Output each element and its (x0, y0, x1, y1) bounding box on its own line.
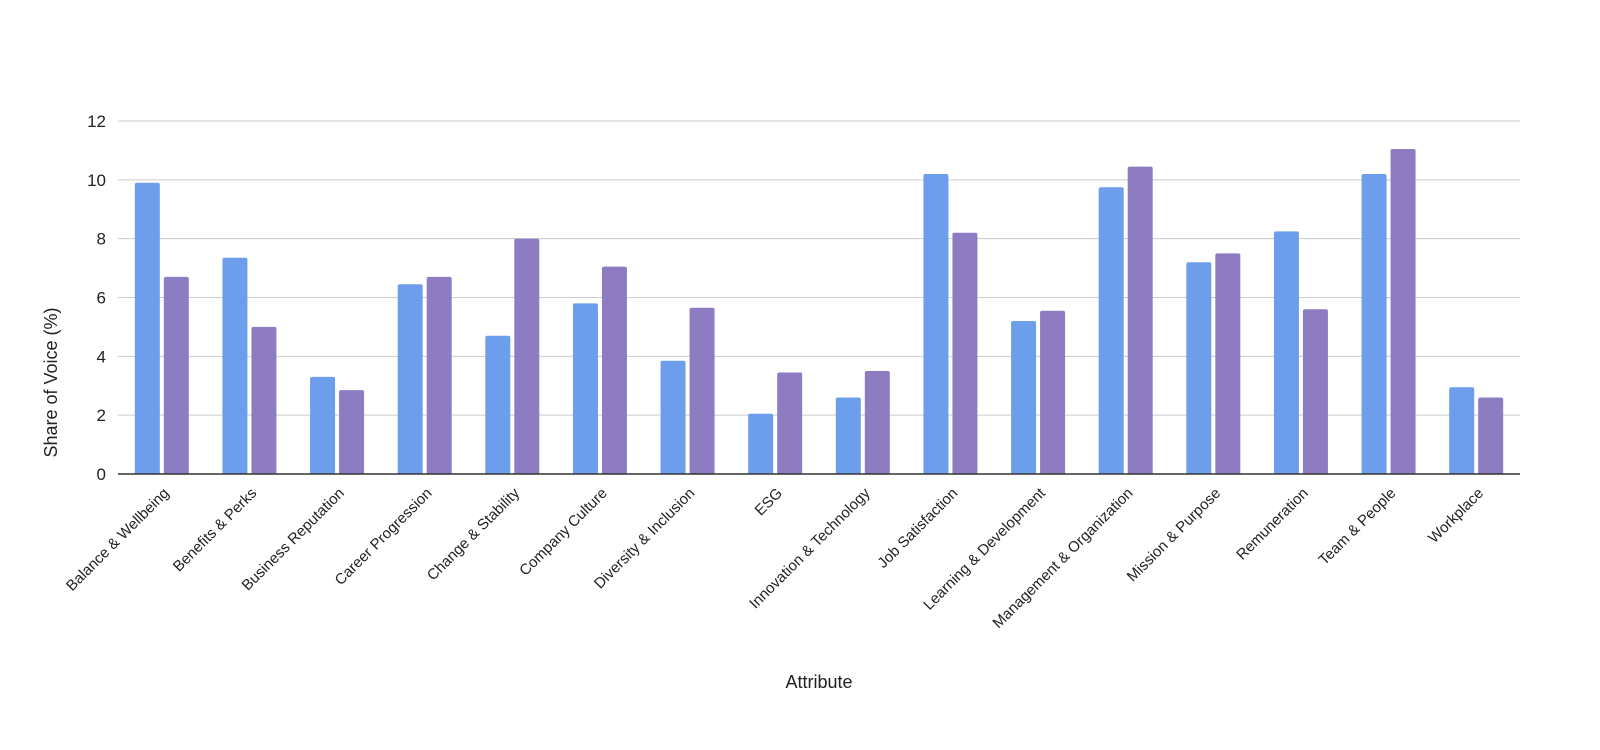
x-category-label: Team & People (1315, 485, 1399, 569)
bar-series-1 (134, 182, 160, 474)
x-category-label: Diversity & Inclusion (591, 485, 699, 593)
x-category-label: Balance & Wellbeing (63, 485, 173, 595)
bar-series-1 (835, 397, 861, 474)
bar-series-1 (1186, 262, 1212, 474)
bar-series-1 (1361, 173, 1387, 474)
bar-series-1 (1098, 187, 1124, 474)
bar-series-2 (1127, 166, 1153, 475)
y-tick-label: 12 (87, 112, 106, 131)
bar-series-1 (923, 173, 949, 474)
bar-series-1 (572, 303, 598, 474)
x-category-label: Remuneration (1233, 485, 1312, 564)
y-tick-labels: 0 2 4 6 8 10 12 (87, 112, 106, 484)
x-axis-title: Attribute (785, 672, 852, 692)
y-tick-label: 2 (97, 406, 106, 425)
bar-series-1 (397, 284, 423, 474)
x-category-label: Company Culture (516, 485, 611, 580)
y-axis-title: Share of Voice (%) (41, 307, 61, 457)
y-tick-label: 10 (87, 171, 106, 190)
bar-series-1 (1273, 231, 1299, 474)
bar-series-2 (777, 372, 803, 474)
bar-series-2 (1478, 397, 1504, 474)
y-tick-label: 0 (97, 465, 106, 484)
bar-series-2 (689, 307, 715, 474)
bar-series-2 (1390, 148, 1416, 474)
bar-series-2 (426, 276, 452, 474)
bar-series-1 (485, 335, 511, 474)
bar-series-1 (310, 376, 336, 474)
bar-series-2 (864, 371, 890, 474)
x-category-label: Management & Organization (989, 485, 1136, 632)
bar-series-1 (1011, 321, 1037, 474)
bar-series-2 (251, 326, 277, 474)
bar-series-2 (339, 390, 365, 474)
x-category-label: Workplace (1425, 485, 1487, 547)
x-category-label: ESG (752, 485, 786, 519)
x-category-label: Career Progression (332, 485, 436, 589)
bar-series-2 (514, 238, 540, 474)
bars (134, 148, 1504, 475)
bar-series-2 (1215, 253, 1241, 474)
y-tick-label: 4 (97, 347, 106, 366)
bar-series-2 (952, 232, 978, 474)
x-category-label: Change & Stability (424, 484, 524, 584)
bar-series-1 (748, 413, 774, 474)
y-tick-label: 8 (97, 230, 106, 249)
x-category-label: Mission & Purpose (1124, 485, 1224, 585)
y-tick-label: 6 (97, 289, 106, 308)
bar-series-2 (1040, 310, 1066, 474)
bar-series-2 (601, 266, 627, 474)
bar-series-1 (660, 360, 686, 474)
bar-series-2 (163, 276, 189, 474)
x-category-label: Job Satisfaction (874, 485, 961, 572)
bar-series-1 (1449, 387, 1475, 474)
x-category-label: Benefits & Perks (170, 485, 260, 575)
bar-series-2 (1302, 309, 1328, 474)
bar-series-1 (222, 257, 248, 474)
